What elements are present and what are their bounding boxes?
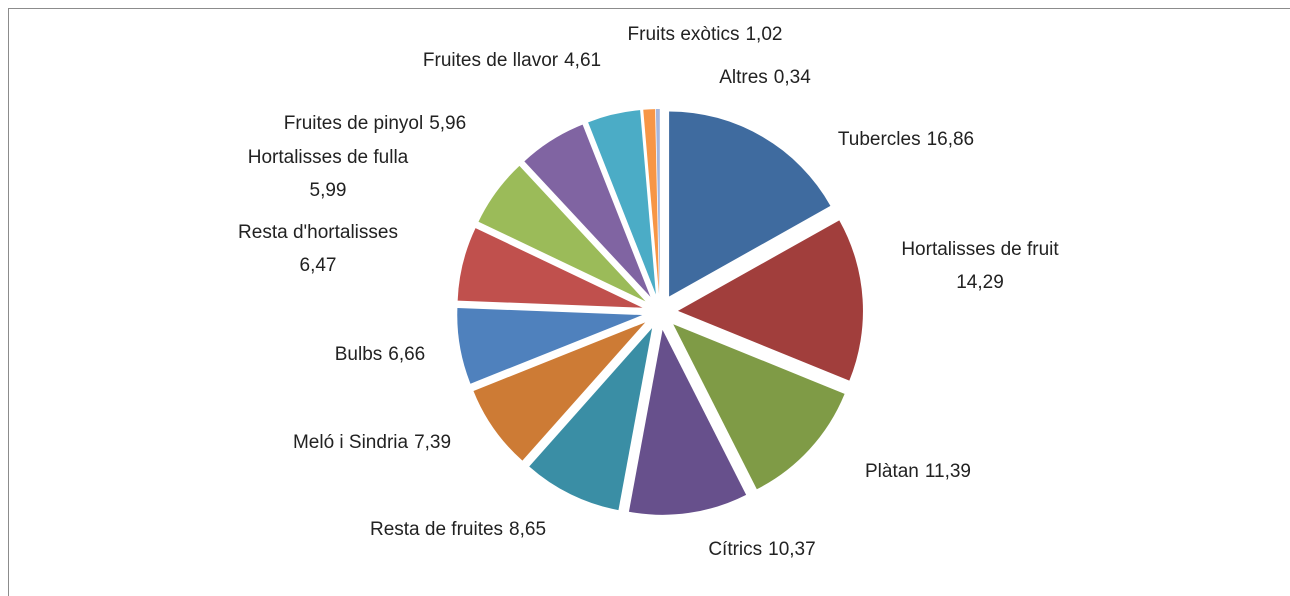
category-name: Resta d'hortalisses xyxy=(238,222,398,243)
slice-label: Plàtan 11,39 xyxy=(865,461,971,482)
value-label: 8,65 xyxy=(509,519,546,540)
category-name: Fruites de llavor xyxy=(423,50,559,71)
value-label: 10,37 xyxy=(768,539,816,560)
category-name: Altres xyxy=(719,67,768,88)
slice-label: Fruites de llavor 4,61 xyxy=(423,50,601,71)
slice-label: Altres 0,34 xyxy=(719,67,811,88)
category-name: Plàtan xyxy=(865,461,919,482)
pie-slice xyxy=(478,165,646,302)
value-label: 7,39 xyxy=(414,432,451,453)
value-label: 6,66 xyxy=(388,344,425,365)
value-label: 14,29 xyxy=(956,272,1004,293)
pie-slice xyxy=(524,124,651,297)
slice-label: Hortalisses de fruit 14,29 xyxy=(901,239,1059,293)
slice-label: Tubercles 16,86 xyxy=(838,129,974,150)
pie-slice xyxy=(643,109,660,295)
value-label: 5,96 xyxy=(429,113,466,134)
category-name: Hortalisses de fruit xyxy=(901,239,1059,260)
value-label: 4,61 xyxy=(564,50,601,71)
pie-slice xyxy=(457,307,643,384)
pie-slice xyxy=(588,110,656,295)
chart-frame xyxy=(8,8,1290,596)
pie-slice xyxy=(655,109,660,295)
pie-slice xyxy=(457,228,643,308)
slice-label: Bulbs 6,66 xyxy=(335,344,426,365)
category-name: Tubercles xyxy=(838,129,921,150)
pie-slice xyxy=(677,220,863,381)
slice-label: Resta d'hortalisses 6,47 xyxy=(238,222,398,276)
pie-slice xyxy=(628,329,747,515)
slice-label: Hortalisses de fulla 5,99 xyxy=(248,147,409,201)
category-name: Meló i Sindria xyxy=(293,432,409,453)
pie-slice xyxy=(669,111,831,297)
slice-label: Meló i Sindria 7,39 xyxy=(293,432,451,453)
slice-label: Fruits exòtics 1,02 xyxy=(628,24,783,45)
category-name: Hortalisses de fulla xyxy=(248,147,409,168)
value-label: 11,39 xyxy=(925,461,971,482)
category-name: Fruites de pinyol xyxy=(284,113,423,134)
pie-slice xyxy=(529,328,653,511)
pie-slice xyxy=(673,324,845,490)
value-label: 1,02 xyxy=(745,24,782,45)
value-label: 5,99 xyxy=(310,180,347,201)
category-name: Resta de fruites xyxy=(370,519,503,540)
value-label: 0,34 xyxy=(774,67,811,88)
slice-label: Fruites de pinyol 5,96 xyxy=(284,113,466,134)
category-name: Fruits exòtics xyxy=(628,24,740,45)
slice-label: Cítrics 10,37 xyxy=(708,539,815,560)
value-label: 6,47 xyxy=(300,255,337,276)
category-name: Cítrics xyxy=(708,539,762,560)
value-label: 16,86 xyxy=(927,129,975,150)
pie-slice xyxy=(473,322,646,461)
slice-label: Resta de fruites 8,65 xyxy=(370,519,546,540)
category-name: Bulbs xyxy=(335,344,383,365)
